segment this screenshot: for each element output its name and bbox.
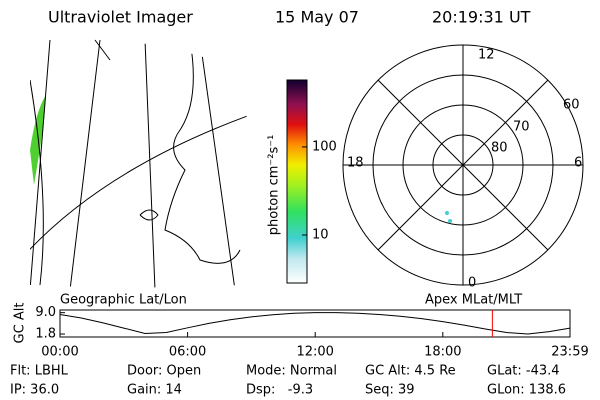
status-field: GLon: 138.6 — [487, 383, 566, 398]
x-tick-label: 06:00 — [169, 345, 206, 360]
title: Ultraviolet Imager — [48, 8, 193, 27]
altitude-line — [59, 312, 571, 335]
y-tick-label: 1.8 — [35, 327, 56, 342]
y-tick-label: 9.0 — [35, 305, 56, 320]
geo-map — [30, 39, 250, 288]
x-tick-label: 18:00 — [424, 345, 461, 360]
date: 15 May 07 — [275, 8, 359, 27]
status-field: Mode: Normal — [246, 364, 337, 379]
status-field: Dsp: -9.3 — [246, 383, 313, 398]
lat-label: 60 — [563, 98, 580, 113]
status-field: Door: Open — [127, 364, 201, 379]
time: 20:19:31 UT — [432, 8, 531, 27]
mlt-label: 6 — [574, 156, 582, 171]
geo-label: Geographic Lat/Lon — [60, 293, 187, 308]
x-tick-label: 12:00 — [296, 345, 333, 360]
mlt-label: 12 — [478, 48, 495, 63]
status-field: GLat: -43.4 — [487, 364, 560, 379]
mlt-label: 18 — [347, 156, 364, 171]
polar-label: Apex MLat/MLT — [425, 293, 522, 308]
colorbar-label: photon cm⁻²s⁻¹ — [267, 135, 282, 236]
lat-label: 70 — [513, 120, 530, 135]
mlt-label: 0 — [468, 276, 476, 291]
colorbar-tick-label: 100 — [312, 139, 337, 154]
x-tick-label: 23:59 — [551, 345, 588, 360]
x-tick-label: 00:00 — [41, 345, 78, 360]
altitude-ylabel: GC Alt — [13, 303, 28, 344]
status-field: Gain: 14 — [127, 383, 182, 398]
status-field: IP: 36.0 — [10, 383, 59, 398]
polar-grid — [342, 44, 584, 286]
colorbar — [286, 79, 308, 284]
colorbar-tick-label: 10 — [312, 227, 329, 242]
status-field: Flt: LBHL — [10, 364, 69, 379]
status-field: Seq: 39 — [365, 383, 415, 398]
lat-label: 80 — [491, 141, 508, 156]
status-field: GC Alt: 4.5 Re — [365, 364, 456, 379]
